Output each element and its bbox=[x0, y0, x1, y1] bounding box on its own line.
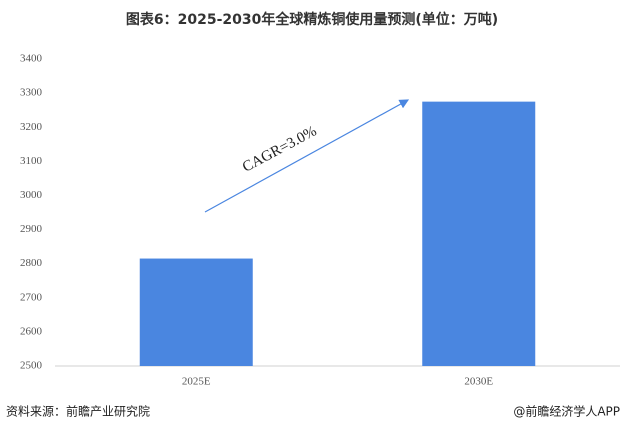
x-tick-label: 2025E bbox=[182, 376, 211, 388]
chart-title: 图表6：2025-2030年全球精炼铜使用量预测(单位：万吨) bbox=[126, 11, 498, 28]
y-tick-label: 3200 bbox=[20, 121, 43, 133]
y-tick-label: 3300 bbox=[20, 87, 43, 99]
y-tick-label: 2500 bbox=[20, 360, 43, 372]
y-tick-label: 2600 bbox=[20, 325, 43, 337]
annotation: CAGR=3.0% bbox=[240, 123, 319, 175]
credit: @前瞻经济学人APP bbox=[513, 404, 620, 419]
y-tick-label: 3400 bbox=[20, 53, 43, 65]
bar bbox=[139, 258, 253, 366]
x-tick-label: 2030E bbox=[464, 376, 493, 388]
y-tick-label: 3000 bbox=[20, 189, 43, 201]
y-tick-label: 3100 bbox=[20, 155, 43, 167]
y-tick-label: 2900 bbox=[20, 223, 43, 235]
y-tick-label: 2700 bbox=[20, 291, 43, 303]
trend-arrow bbox=[204, 99, 410, 213]
bar bbox=[422, 101, 536, 366]
y-tick-label: 2800 bbox=[20, 257, 43, 269]
source: 资料来源：前瞻产业研究院 bbox=[6, 404, 150, 419]
